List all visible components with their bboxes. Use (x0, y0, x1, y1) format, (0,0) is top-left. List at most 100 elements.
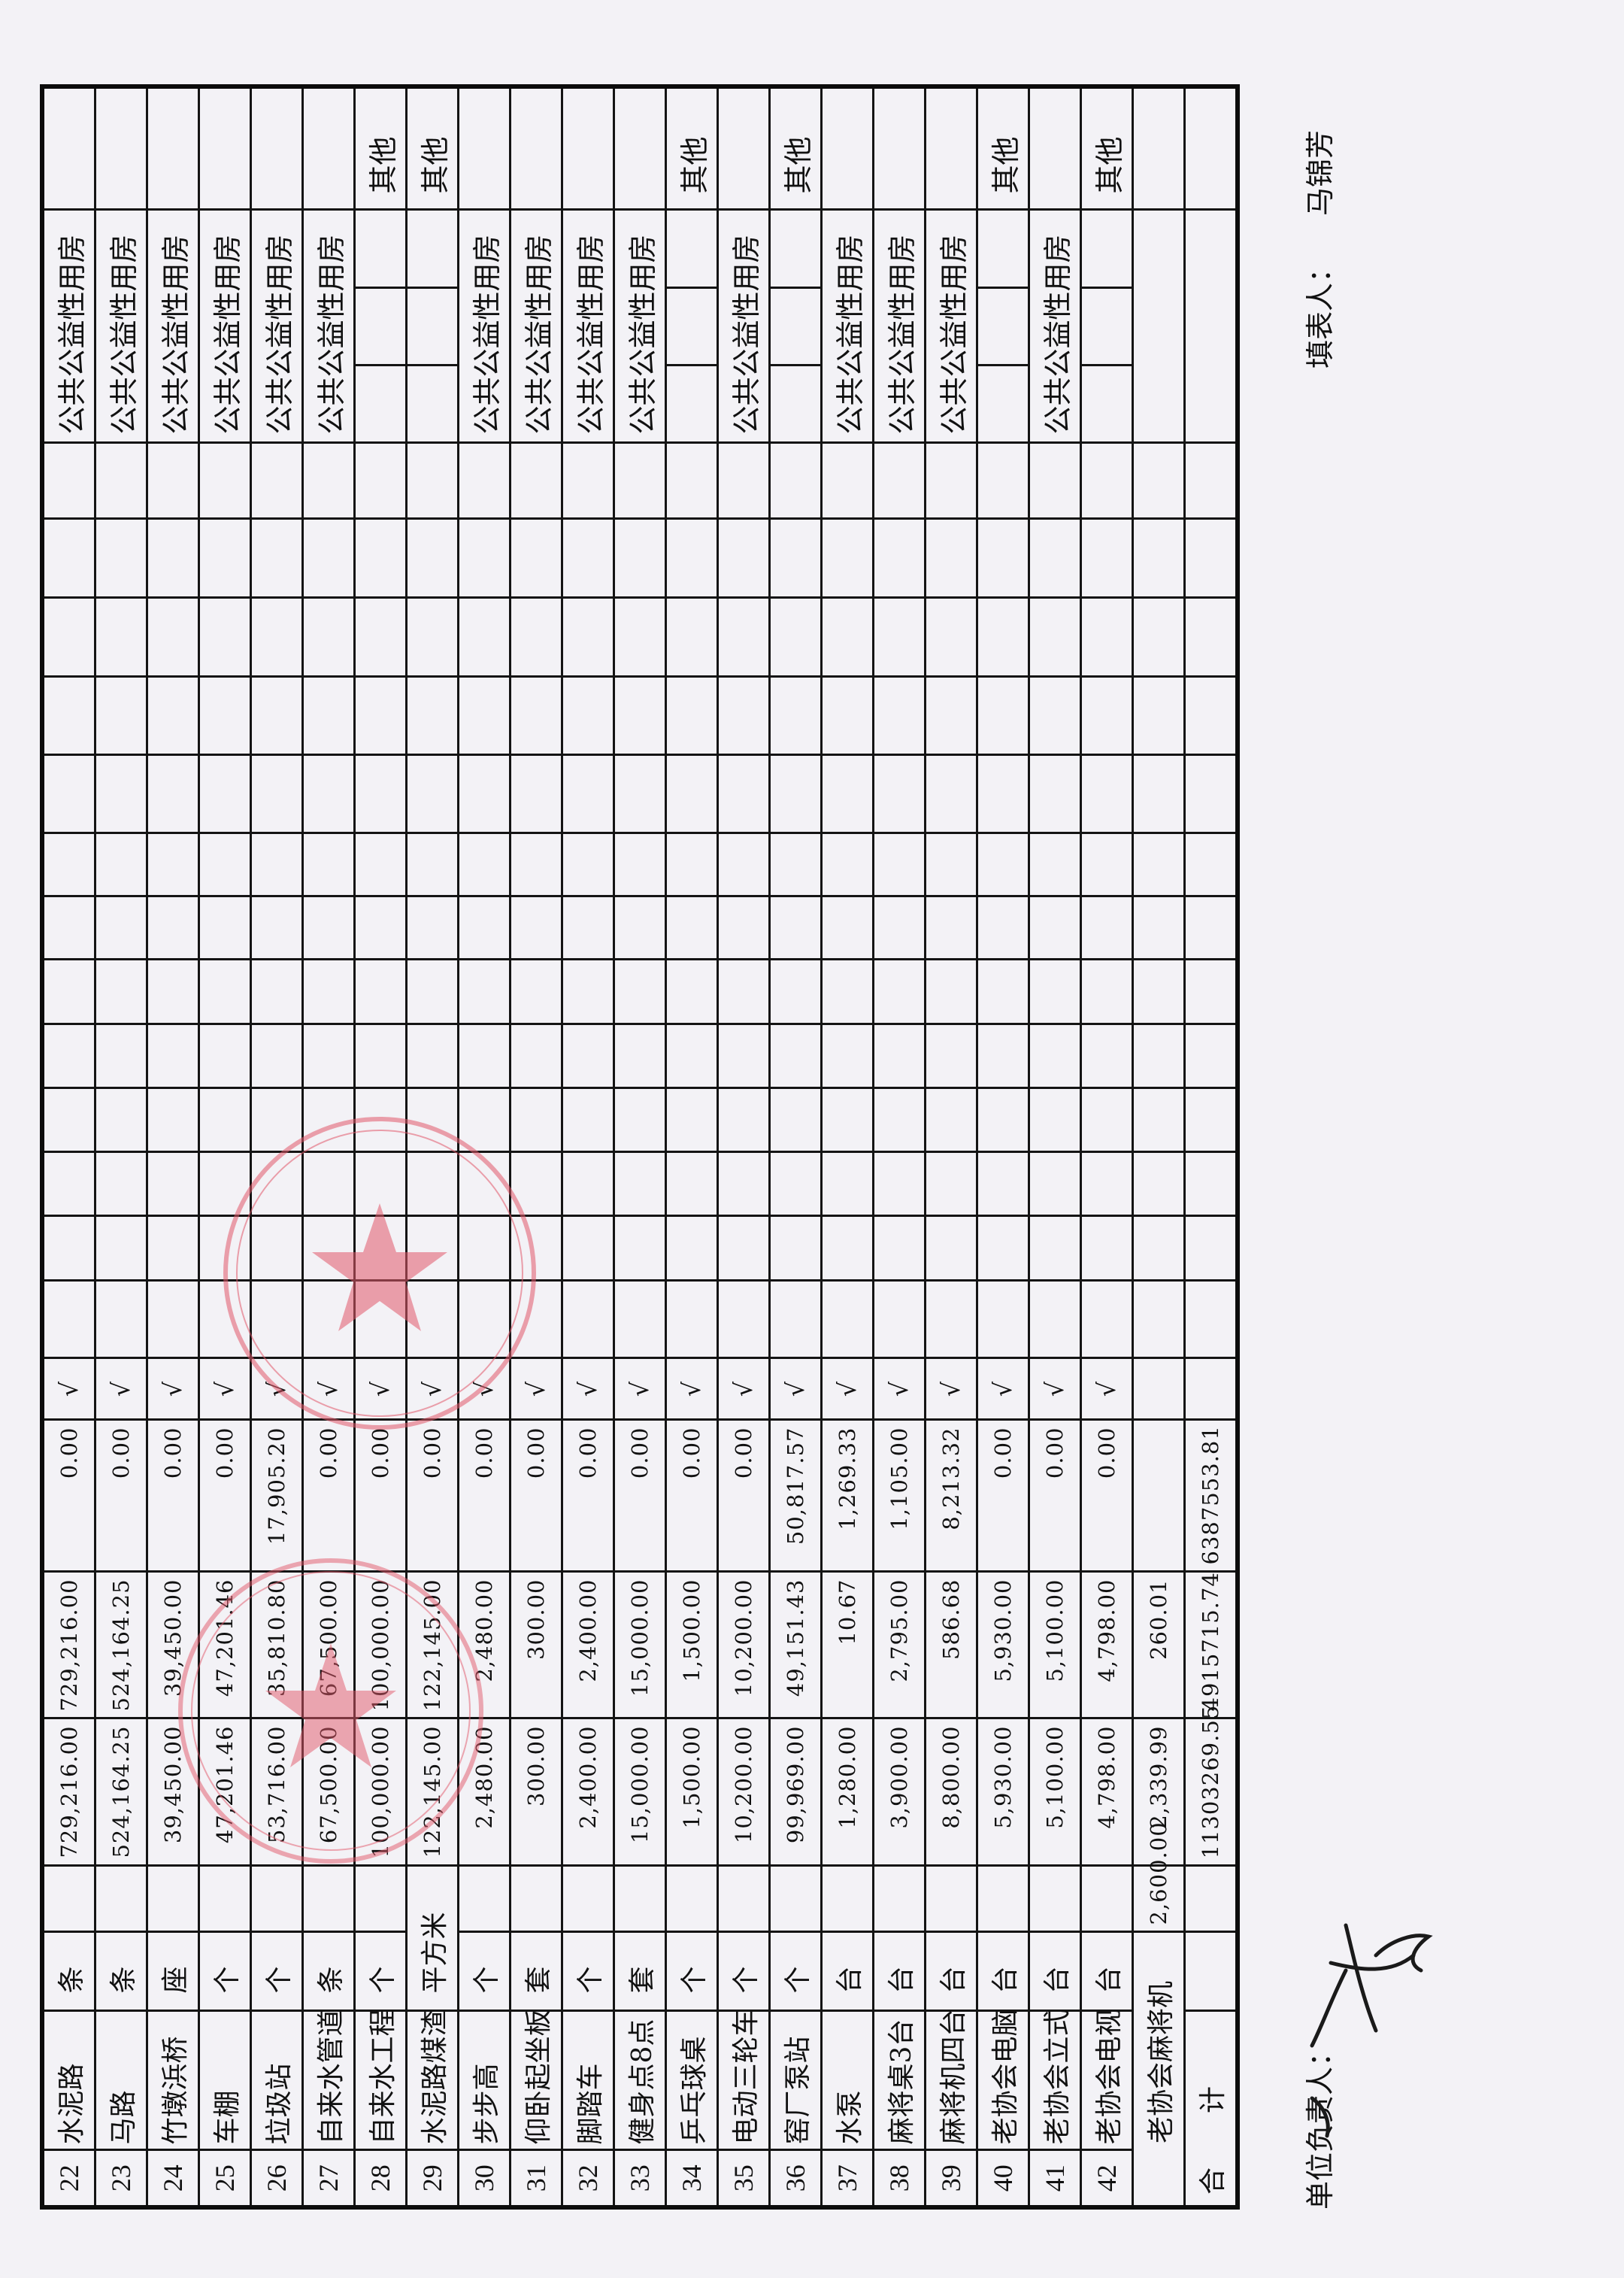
empty-cell (250, 960, 303, 1024)
empty-cell (510, 1088, 562, 1152)
row-number: 29 (406, 2150, 459, 2207)
original-value-cell: 39,450.00 (147, 1718, 199, 1866)
empty-cell (925, 677, 977, 755)
empty-cell (665, 755, 718, 833)
original-value-cell: 53,716.00 (250, 1718, 303, 1866)
net-value-cell: 0.00 (95, 1420, 147, 1572)
usage-subcells (978, 211, 1028, 442)
empty-cell (1080, 677, 1133, 755)
original-value-cell: 99,969.00 (769, 1718, 822, 1866)
original-value-cell: 10,200.00 (717, 1718, 770, 1866)
usage-subcell (667, 366, 717, 441)
original-value-cell: 5,930.00 (977, 1718, 1029, 1866)
empty-cell (302, 755, 355, 833)
empty-cell (250, 443, 303, 519)
original-value-cell: 8,800.00 (925, 1718, 977, 1866)
usage-cell: 公共公益性用房 (458, 210, 511, 443)
empty-cell (302, 677, 355, 755)
blank-cell (769, 1866, 822, 1932)
empty-cell (42, 755, 95, 833)
empty-cell (198, 755, 251, 833)
blank-cell (665, 1866, 718, 1932)
usage-cell: 公共公益性用房 (717, 210, 770, 443)
blank-cell (717, 1866, 770, 1932)
original-value-cell: 5,100.00 (1029, 1718, 1081, 1866)
empty-cell (562, 1024, 614, 1088)
table-row: 28 自来水工程个 100,000.00 100,000.00 0.00 √ 其他 (354, 86, 407, 2207)
net-value-cell: 0.00 (147, 1420, 199, 1572)
empty-cell (769, 755, 822, 833)
check-mark-cell: √ (665, 1358, 718, 1420)
empty-cell (1132, 1281, 1185, 1358)
empty-cell (95, 755, 147, 833)
check-mark-cell: √ (147, 1358, 199, 1420)
empty-cell (458, 755, 511, 833)
depreciation-value-cell: 49,151.43 (769, 1572, 822, 1718)
row-number: 36 (769, 2150, 822, 2207)
unit-cell: 个 (198, 1932, 251, 2011)
row-number: 22 (42, 2150, 95, 2207)
usage-label: 公共公益性用房 (262, 234, 296, 435)
item-name-cell: 垃圾站 (250, 2011, 303, 2150)
table-row: 25 车棚个 47,201.46 47,201.46 0.00 √ 公共公益性用房 (198, 86, 251, 2207)
empty-cell (717, 755, 770, 833)
check-mark-cell: √ (873, 1358, 926, 1420)
item-name-cell: 乒乓球桌 (665, 2011, 718, 2150)
empty-cell (769, 1216, 822, 1281)
net-value-cell: 0.00 (354, 1420, 407, 1572)
empty-cell (1029, 755, 1081, 833)
item-name-cell: 马路 (95, 2011, 147, 2150)
empty-cell (250, 1088, 303, 1152)
table-row: 31 仰卧起坐板套 300.00 300.00 0.00 √ 公共公益性用房 (510, 86, 562, 2207)
table-row: 30 步步高个 2,480.00 2,480.00 0.00 √ 公共公益性用房 (458, 86, 511, 2207)
depreciation-value-cell: 67,500.00 (302, 1572, 355, 1718)
empty-cell (925, 443, 977, 519)
other-cell (458, 86, 511, 210)
empty-cell (769, 1088, 822, 1152)
empty-cell (1029, 1088, 1081, 1152)
empty-cell (977, 1088, 1029, 1152)
unit-cell: 个 (458, 1932, 511, 2011)
usage-cell (354, 210, 407, 443)
net-value-cell: 0.00 (510, 1420, 562, 1572)
check-mark-cell: √ (977, 1358, 1029, 1420)
empty-cell (198, 960, 251, 1024)
row-number: 26 (250, 2150, 303, 2207)
empty-cell (1184, 1088, 1238, 1152)
usage-cell: 公共公益性用房 (147, 210, 199, 443)
table-row: 37 水泵台 1,280.00 10.67 1,269.33 √ 公共公益性用房 (821, 86, 874, 2207)
unit-cell: 个 (769, 1932, 822, 2011)
row-number: 38 (873, 2150, 926, 2207)
usage-label: 公共公益性用房 (833, 234, 867, 435)
empty-cell (302, 896, 355, 960)
other-cell (198, 86, 251, 210)
empty-cell (147, 1088, 199, 1152)
blank-cell (873, 1866, 926, 1932)
empty-cell (95, 1088, 147, 1152)
check-mark-cell: √ (614, 1358, 666, 1420)
usage-cell: 公共公益性用房 (42, 210, 95, 443)
blank-cell (562, 1866, 614, 1932)
check-mark-cell: √ (42, 1358, 95, 1420)
row-number: 35 (717, 2150, 770, 2207)
empty-cell (510, 896, 562, 960)
empty-cell (198, 677, 251, 755)
empty-cell (1029, 519, 1081, 598)
empty-cell (665, 443, 718, 519)
usage-subcell (667, 288, 717, 367)
empty-cell (977, 896, 1029, 960)
empty-cell (717, 1088, 770, 1152)
empty-cell (354, 1088, 407, 1152)
blank-cell (95, 1866, 147, 1932)
table-row: 36 窑厂泵站个 99,969.00 49,151.43 50,817.57 √ 其他 (769, 86, 822, 2207)
unit-cell: 座 (147, 1932, 199, 2011)
original-value-cell: 2,400.00 (562, 1718, 614, 1866)
blank-cell (147, 1866, 199, 1932)
empty-cell (406, 598, 459, 677)
depreciation-value-cell: 586.68 (925, 1572, 977, 1718)
unit-cell: 套 (614, 1932, 666, 2011)
item-name-cell: 自来水管道 (302, 2009, 355, 2150)
empty-cell (406, 1152, 459, 1216)
empty-cell (769, 960, 822, 1024)
empty-cell (458, 677, 511, 755)
